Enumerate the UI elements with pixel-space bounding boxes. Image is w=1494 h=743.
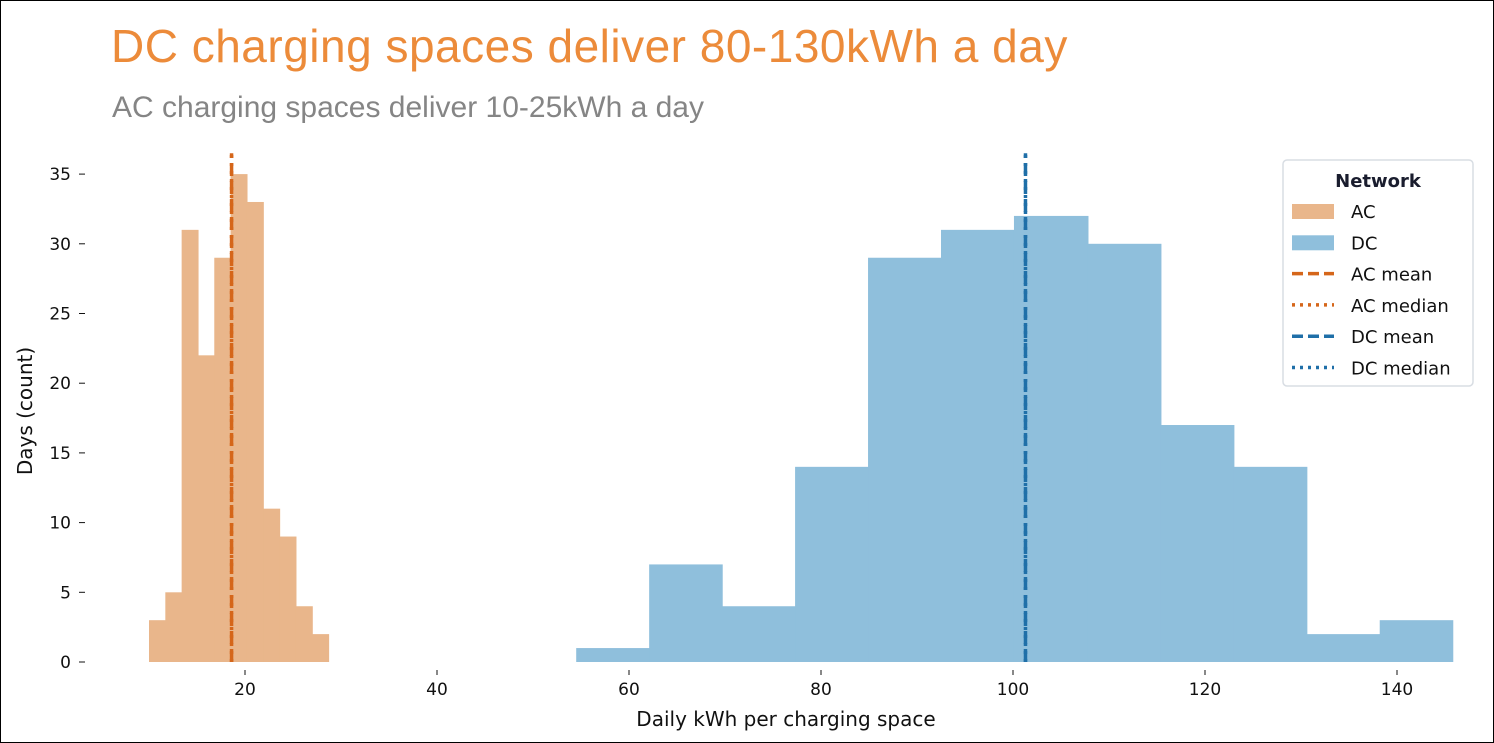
bar-ac: [295, 606, 313, 662]
legend-item-dc: DC: [1292, 233, 1377, 254]
x-tick-label: 120: [1189, 680, 1221, 700]
bar-dc: [1379, 620, 1454, 662]
x-tick-label: 80: [810, 680, 832, 700]
legend-item-ac-median: AC median: [1292, 296, 1449, 317]
bar-dc: [1233, 466, 1308, 662]
y-tick-label: 20: [49, 374, 71, 394]
bar-ac: [279, 536, 297, 662]
legend-swatch: [1292, 235, 1334, 251]
legend-label: AC median: [1351, 296, 1449, 317]
y-tick-label: 0: [60, 653, 71, 673]
x-tick-label: 60: [618, 680, 640, 700]
bar-ac: [197, 355, 215, 662]
bar-ac: [214, 257, 232, 662]
bar-dc: [1160, 425, 1235, 662]
bar-ac: [246, 201, 264, 663]
x-axis-label: Daily kWh per charging space: [636, 707, 935, 731]
bar-dc: [795, 466, 869, 662]
x-tick-label: 140: [1381, 680, 1413, 700]
legend-item-ac: AC: [1292, 202, 1376, 223]
bar-dc: [868, 257, 942, 662]
legend-label: AC: [1351, 202, 1376, 223]
legend-label: DC median: [1351, 359, 1451, 380]
bar-dc: [576, 648, 650, 662]
y-tick-label: 10: [49, 514, 71, 534]
chart-title: DC charging spaces deliver 80-130kWh a d…: [111, 20, 1068, 72]
legend-label: DC mean: [1351, 327, 1434, 348]
series-ac: [149, 174, 330, 663]
legend-label: DC: [1351, 233, 1377, 254]
legend-item-dc-median: DC median: [1292, 359, 1451, 380]
y-tick-label: 25: [49, 305, 71, 325]
y-tick-label: 35: [49, 165, 71, 185]
bar-dc: [722, 606, 796, 662]
bar-ac: [263, 508, 281, 662]
y-axis-label: Days (count): [13, 347, 37, 475]
legend-label: AC mean: [1351, 265, 1432, 286]
bar-ac: [165, 592, 183, 662]
bar-dc: [649, 564, 723, 662]
bar-dc: [941, 229, 1015, 663]
bar-ac: [230, 174, 248, 662]
bar-ac: [181, 229, 199, 663]
y-tick-label: 15: [49, 444, 71, 464]
x-tick-label: 20: [234, 680, 256, 700]
chart-subtitle: AC charging spaces deliver 10-25kWh a da…: [112, 91, 704, 124]
legend-item-dc-mean: DC mean: [1292, 327, 1434, 348]
legend-item-ac-mean: AC mean: [1292, 265, 1432, 286]
y-tick-label: 5: [60, 583, 71, 603]
legend: Network AC DC AC mean AC median DC mean DC med…: [1282, 159, 1474, 387]
x-tick-label: 100: [997, 680, 1029, 700]
bar-ac: [312, 634, 330, 662]
legend-swatch: [1292, 204, 1334, 219]
bar-dc: [1306, 634, 1381, 662]
bar-ac: [149, 620, 166, 662]
legend-title: Network: [1335, 171, 1422, 192]
y-tick-label: 30: [49, 235, 71, 255]
x-tick-label: 40: [426, 680, 448, 700]
bar-dc: [1087, 243, 1162, 663]
